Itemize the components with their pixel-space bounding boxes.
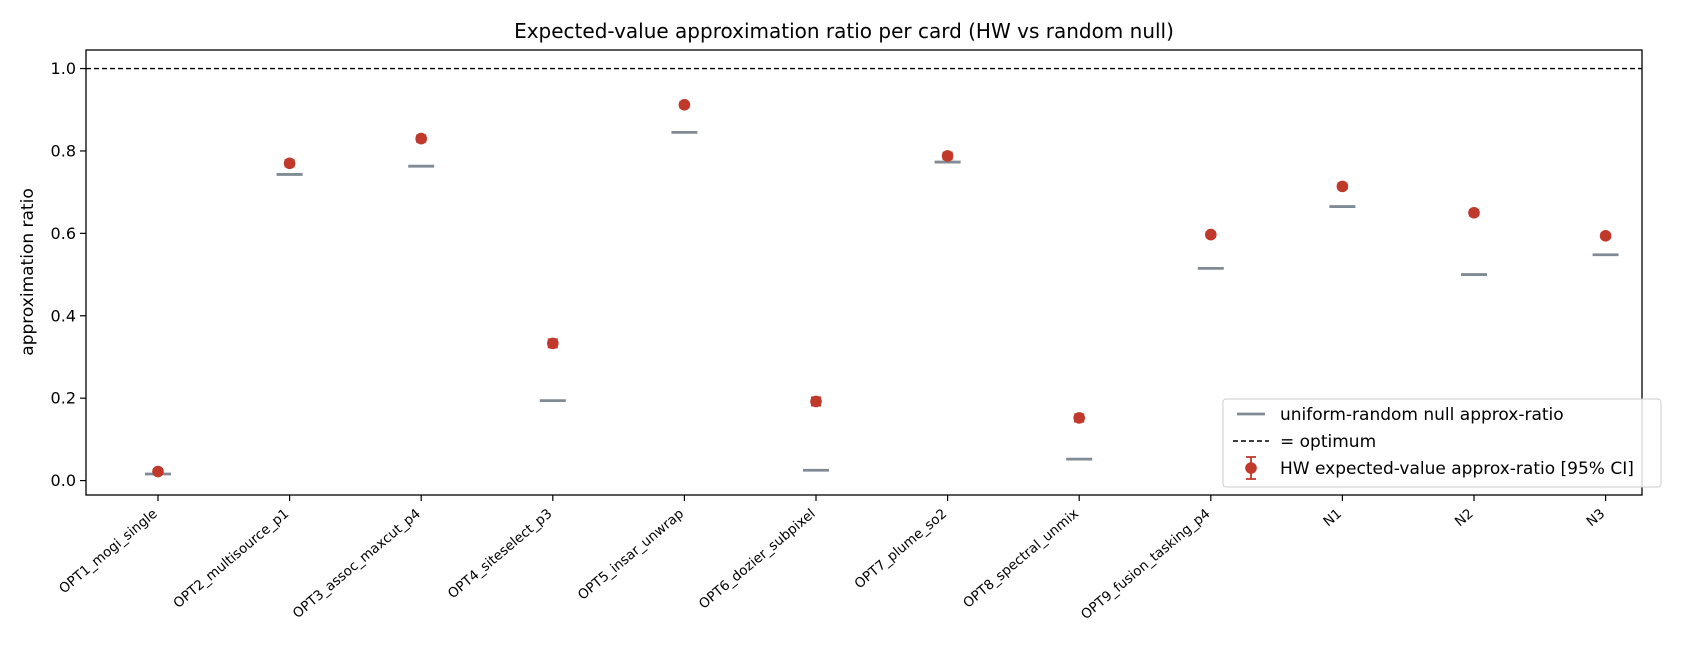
hw-point [1073,412,1085,424]
x-tick-label: N3 [1584,506,1609,530]
y-axis-label: approximation ratio [18,188,38,355]
x-tick-label: N2 [1452,506,1477,530]
chart-title: Expected-value approximation ratio per c… [514,19,1174,43]
x-tick-label: OPT3_assoc_maxcut_p4 [290,506,424,622]
hw-point [1336,180,1349,193]
y-tick-label: 0.2 [51,389,76,408]
x-tick-label: OPT5_insar_unwrap [575,506,687,604]
x-tick-label: OPT1_mogi_single [56,506,160,597]
y-axis: 0.0 0.2 0.4 0.6 0.8 1.0 [51,59,86,490]
x-tick-label: OPT9_fusion_tasking_p4 [1078,506,1213,623]
hw-point [941,150,954,162]
hw-point [283,157,296,170]
legend-hw-label: HW expected-value approx-ratio [95% CI] [1280,459,1634,479]
x-tick-label: OPT4_siteselect_p3 [445,506,555,602]
legend-hw-swatch [1245,462,1257,474]
hw-point [152,465,164,478]
x-axis: OPT1_mogi_single OPT2_multisource_p1OPT3_… [56,495,1608,623]
y-tick-label: 0.4 [51,306,76,325]
legend-box [1222,398,1662,488]
hw-point [415,132,428,145]
hw-point [547,337,559,350]
x-tick-label: OPT8_spectral_unmix [960,506,1082,612]
plot-frame [85,49,1643,496]
hw-point [1468,206,1480,219]
plot-marks [86,67,1642,478]
x-tick-label: OPT2_multisource_p1 [170,506,292,612]
legend-null-label: uniform-random null approx-ratio [1280,405,1564,425]
hw-point [1599,230,1612,242]
y-tick-label: 1.0 [51,59,76,78]
x-tick-label: N1 [1320,506,1345,530]
hw-point [810,395,822,408]
x-tick-label: OPT6_dozier_subpixel [696,506,819,613]
x-tick-label: OPT7_plume_so2 [852,506,951,592]
hw-point [678,99,691,111]
y-tick-label: 0.0 [51,471,76,490]
legend-optimum-label: = optimum [1280,432,1376,452]
y-tick-label: 0.6 [51,224,76,243]
y-tick-label: 0.8 [51,141,76,160]
hw-point [1205,228,1217,241]
legend: uniform-random null approx-ratio = optimu… [1222,398,1662,488]
